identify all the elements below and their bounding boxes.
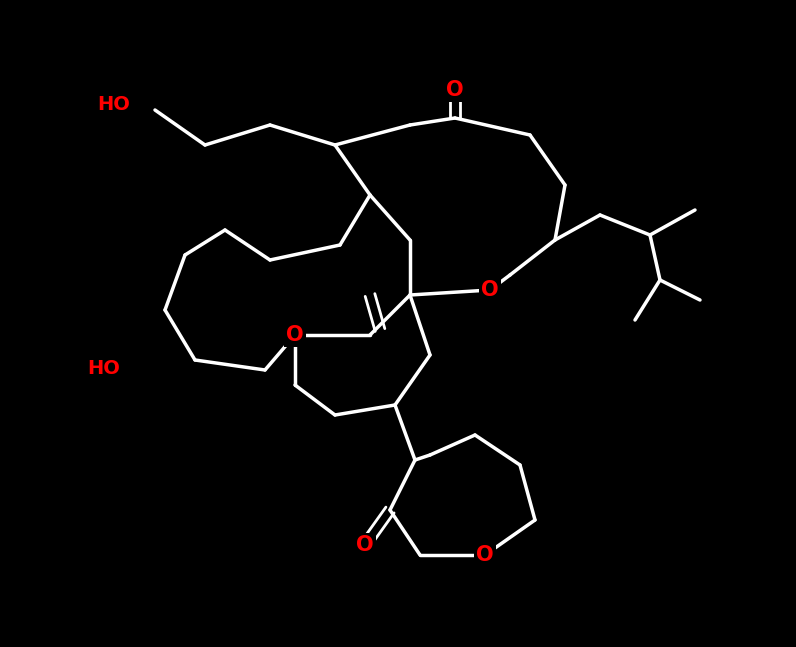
Text: O: O <box>356 535 374 555</box>
Text: O: O <box>447 80 464 100</box>
Text: O: O <box>482 280 499 300</box>
Text: O: O <box>287 325 304 345</box>
Text: HO: HO <box>87 358 120 377</box>
Text: O: O <box>476 545 494 565</box>
Text: HO: HO <box>97 96 130 115</box>
